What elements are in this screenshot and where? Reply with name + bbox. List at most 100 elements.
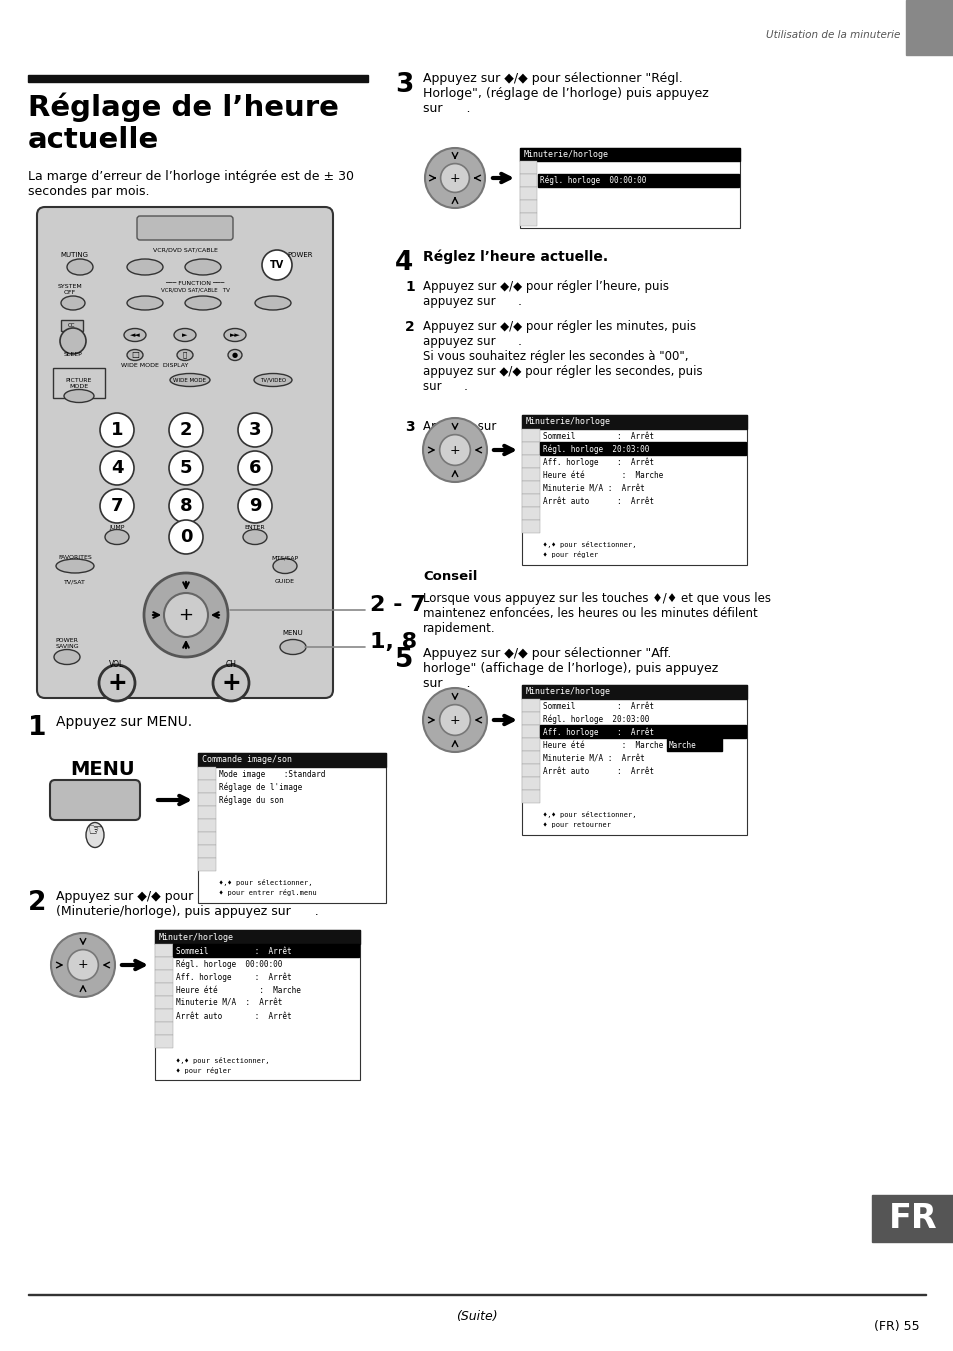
Bar bbox=[521, 751, 539, 765]
Bar bbox=[519, 161, 537, 174]
Ellipse shape bbox=[61, 296, 85, 309]
Bar bbox=[521, 520, 539, 534]
Circle shape bbox=[422, 417, 486, 482]
Bar bbox=[154, 996, 172, 1009]
Bar bbox=[519, 200, 537, 213]
Bar bbox=[172, 944, 358, 957]
Bar bbox=[539, 725, 745, 738]
Bar bbox=[154, 1021, 172, 1035]
Text: +: + bbox=[221, 671, 240, 694]
Ellipse shape bbox=[64, 389, 94, 403]
Circle shape bbox=[144, 573, 228, 657]
Text: ♦ pour retourner: ♦ pour retourner bbox=[542, 821, 610, 828]
Text: Minuterie M/A :  Arrêt: Minuterie M/A : Arrêt bbox=[542, 484, 644, 493]
Text: Réglez l’heure actuelle.: Réglez l’heure actuelle. bbox=[422, 250, 607, 265]
Text: Aff. horloge     :  Arrêt: Aff. horloge : Arrêt bbox=[175, 973, 292, 982]
Bar bbox=[521, 507, 539, 520]
Text: Commande image/son: Commande image/son bbox=[202, 755, 292, 765]
Bar bbox=[521, 415, 746, 430]
Text: 4: 4 bbox=[395, 250, 413, 276]
Text: MUTING: MUTING bbox=[60, 253, 88, 258]
Bar bbox=[198, 819, 215, 832]
Bar bbox=[154, 984, 172, 996]
Text: 5: 5 bbox=[395, 647, 413, 673]
Text: ►►: ►► bbox=[230, 332, 240, 338]
Bar bbox=[198, 793, 215, 807]
Bar bbox=[198, 753, 386, 767]
Bar bbox=[61, 320, 83, 331]
Ellipse shape bbox=[243, 530, 267, 544]
Text: Aff. horloge    :  Arrêt: Aff. horloge : Arrêt bbox=[542, 728, 654, 738]
Text: Minuter/horloge: Minuter/horloge bbox=[159, 932, 233, 942]
Circle shape bbox=[440, 163, 469, 192]
Bar bbox=[154, 929, 359, 944]
Bar bbox=[519, 149, 740, 161]
Bar bbox=[521, 777, 539, 790]
Circle shape bbox=[237, 489, 272, 523]
Bar bbox=[521, 481, 539, 494]
Text: VCR/DVD SAT/CABLE   TV: VCR/DVD SAT/CABLE TV bbox=[160, 288, 230, 293]
Text: Minuterie/horloge: Minuterie/horloge bbox=[523, 150, 608, 159]
Ellipse shape bbox=[170, 373, 210, 386]
Text: ─── FUNCTION ───: ─── FUNCTION ─── bbox=[165, 281, 224, 286]
Text: 0: 0 bbox=[179, 528, 193, 546]
Text: Conseil: Conseil bbox=[422, 570, 476, 584]
Text: SAVING: SAVING bbox=[55, 644, 79, 648]
Text: Minuterie/horloge: Minuterie/horloge bbox=[525, 688, 610, 697]
Ellipse shape bbox=[86, 823, 104, 847]
Text: Heure été         :  Marche: Heure été : Marche bbox=[175, 986, 300, 994]
Text: +: + bbox=[449, 443, 460, 457]
Text: Réglage de l’heure: Réglage de l’heure bbox=[28, 92, 338, 122]
Bar bbox=[521, 415, 746, 565]
Bar bbox=[198, 844, 215, 858]
Bar bbox=[198, 832, 215, 844]
Text: Régl. horloge  20:03:00: Régl. horloge 20:03:00 bbox=[542, 444, 649, 454]
Text: 1, 8: 1, 8 bbox=[370, 632, 416, 653]
Circle shape bbox=[169, 520, 203, 554]
Bar bbox=[198, 780, 215, 793]
Text: (Suite): (Suite) bbox=[456, 1310, 497, 1323]
Text: VCR/DVD SAT/CABLE: VCR/DVD SAT/CABLE bbox=[152, 247, 217, 253]
Ellipse shape bbox=[105, 530, 129, 544]
Bar bbox=[519, 186, 537, 200]
Text: Sommeil          :  Arrêt: Sommeil : Arrêt bbox=[175, 947, 292, 957]
Text: Régl. horloge  00:00:00: Régl. horloge 00:00:00 bbox=[175, 959, 282, 969]
Text: +: + bbox=[107, 671, 127, 694]
Text: +: + bbox=[449, 172, 460, 185]
Text: Appuyez sur ◆/◆ pour sélectionner "Régl.
Horloge", (réglage de l’horloge) puis a: Appuyez sur ◆/◆ pour sélectionner "Régl.… bbox=[422, 72, 708, 115]
Bar bbox=[28, 76, 368, 82]
Text: 2 - 7: 2 - 7 bbox=[370, 594, 425, 615]
Text: 2: 2 bbox=[179, 422, 193, 439]
Bar bbox=[521, 685, 746, 698]
Text: +: + bbox=[449, 713, 460, 727]
Text: WIDE MODE: WIDE MODE bbox=[173, 377, 206, 382]
Text: MODE: MODE bbox=[70, 384, 89, 389]
Text: +: + bbox=[178, 607, 193, 624]
Text: CC: CC bbox=[69, 323, 75, 328]
Text: TV: TV bbox=[270, 259, 284, 270]
Ellipse shape bbox=[54, 650, 80, 665]
Ellipse shape bbox=[173, 328, 195, 342]
Text: 9: 9 bbox=[249, 497, 261, 515]
Text: Appuyez sur ◆/◆ pour sélectionner  ⊙
(Minuterie/horloge), puis appuyez sur      : Appuyez sur ◆/◆ pour sélectionner ⊙ (Min… bbox=[56, 890, 318, 917]
Text: VOL: VOL bbox=[110, 661, 125, 669]
Text: Mode image    :Standard: Mode image :Standard bbox=[219, 770, 325, 780]
Text: ☞: ☞ bbox=[88, 821, 102, 839]
Text: Arrêt auto      :  Arrêt: Arrêt auto : Arrêt bbox=[542, 497, 654, 507]
Text: MENU: MENU bbox=[70, 761, 134, 780]
Bar bbox=[521, 455, 539, 467]
Bar bbox=[521, 712, 539, 725]
Text: Appuyez sur ◆/◆ pour régler les minutes, puis
appuyez sur      .
Si vous souhait: Appuyez sur ◆/◆ pour régler les minutes,… bbox=[422, 320, 702, 393]
Text: ►: ► bbox=[182, 332, 188, 338]
Ellipse shape bbox=[185, 296, 221, 309]
Text: Sommeil         :  Arrêt: Sommeil : Arrêt bbox=[542, 703, 654, 711]
Ellipse shape bbox=[254, 296, 291, 309]
Bar bbox=[519, 174, 537, 186]
Text: Utilisation de la minuterie: Utilisation de la minuterie bbox=[765, 30, 899, 41]
Circle shape bbox=[424, 149, 484, 208]
Bar bbox=[521, 494, 539, 507]
Circle shape bbox=[100, 489, 133, 523]
Ellipse shape bbox=[56, 559, 94, 573]
Ellipse shape bbox=[228, 350, 242, 361]
Text: SYSTEM: SYSTEM bbox=[57, 284, 82, 289]
